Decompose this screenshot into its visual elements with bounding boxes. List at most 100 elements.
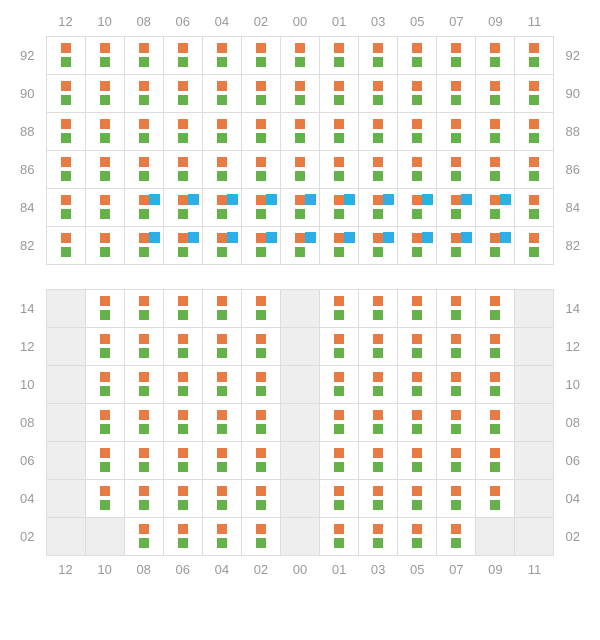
grid-cell[interactable] <box>125 113 164 151</box>
grid-cell[interactable] <box>515 151 554 189</box>
grid-cell[interactable] <box>398 366 437 404</box>
grid-cell[interactable] <box>86 366 125 404</box>
grid-cell[interactable] <box>437 227 476 265</box>
grid-cell[interactable] <box>476 328 515 366</box>
grid-cell[interactable] <box>164 518 203 556</box>
grid-cell[interactable] <box>125 75 164 113</box>
grid-cell[interactable] <box>359 290 398 328</box>
grid-cell[interactable] <box>437 404 476 442</box>
grid-cell[interactable] <box>164 113 203 151</box>
grid-cell[interactable] <box>242 75 281 113</box>
grid-cell[interactable] <box>281 113 320 151</box>
grid-cell[interactable] <box>164 227 203 265</box>
grid-cell[interactable] <box>437 518 476 556</box>
grid-cell[interactable] <box>281 37 320 75</box>
grid-cell[interactable] <box>359 75 398 113</box>
grid-cell[interactable] <box>203 227 242 265</box>
grid-cell[interactable] <box>515 113 554 151</box>
grid-cell[interactable] <box>242 290 281 328</box>
grid-cell[interactable] <box>125 151 164 189</box>
grid-cell[interactable] <box>125 366 164 404</box>
grid-cell[interactable] <box>320 366 359 404</box>
grid-cell[interactable] <box>203 75 242 113</box>
grid-cell[interactable] <box>515 37 554 75</box>
grid-cell[interactable] <box>476 37 515 75</box>
grid-cell[interactable] <box>437 37 476 75</box>
grid-cell[interactable] <box>203 518 242 556</box>
grid-cell[interactable] <box>398 151 437 189</box>
grid-cell[interactable] <box>476 151 515 189</box>
grid-cell[interactable] <box>359 328 398 366</box>
grid-cell[interactable] <box>203 290 242 328</box>
grid-cell[interactable] <box>164 37 203 75</box>
grid-cell[interactable] <box>320 151 359 189</box>
grid-cell[interactable] <box>86 113 125 151</box>
grid-cell[interactable] <box>47 113 86 151</box>
grid-cell[interactable] <box>437 113 476 151</box>
grid-cell[interactable] <box>281 227 320 265</box>
grid-cell[interactable] <box>203 328 242 366</box>
grid-cell[interactable] <box>320 75 359 113</box>
grid-cell[interactable] <box>164 151 203 189</box>
grid-cell[interactable] <box>398 404 437 442</box>
grid-cell[interactable] <box>242 189 281 227</box>
grid-cell[interactable] <box>398 480 437 518</box>
grid-cell[interactable] <box>242 113 281 151</box>
grid-cell[interactable] <box>281 189 320 227</box>
grid-cell[interactable] <box>398 113 437 151</box>
grid-cell[interactable] <box>242 366 281 404</box>
grid-cell[interactable] <box>242 328 281 366</box>
grid-cell[interactable] <box>203 37 242 75</box>
grid-cell[interactable] <box>437 366 476 404</box>
grid-cell[interactable] <box>203 113 242 151</box>
grid-cell[interactable] <box>164 189 203 227</box>
grid-cell[interactable] <box>86 37 125 75</box>
grid-cell[interactable] <box>437 75 476 113</box>
grid-cell[interactable] <box>476 75 515 113</box>
grid-cell[interactable] <box>203 366 242 404</box>
grid-cell[interactable] <box>437 442 476 480</box>
grid-cell[interactable] <box>437 151 476 189</box>
grid-cell[interactable] <box>398 37 437 75</box>
grid-cell[interactable] <box>47 37 86 75</box>
grid-cell[interactable] <box>203 404 242 442</box>
grid-cell[interactable] <box>359 366 398 404</box>
grid-cell[interactable] <box>242 480 281 518</box>
grid-cell[interactable] <box>398 75 437 113</box>
grid-cell[interactable] <box>476 366 515 404</box>
grid-cell[interactable] <box>476 227 515 265</box>
grid-cell[interactable] <box>86 75 125 113</box>
grid-cell[interactable] <box>398 227 437 265</box>
grid-cell[interactable] <box>359 37 398 75</box>
grid-cell[interactable] <box>86 290 125 328</box>
grid-cell[interactable] <box>476 113 515 151</box>
grid-cell[interactable] <box>125 290 164 328</box>
grid-cell[interactable] <box>242 518 281 556</box>
grid-cell[interactable] <box>47 227 86 265</box>
grid-cell[interactable] <box>242 151 281 189</box>
grid-cell[interactable] <box>242 442 281 480</box>
grid-cell[interactable] <box>476 442 515 480</box>
grid-cell[interactable] <box>125 404 164 442</box>
grid-cell[interactable] <box>476 189 515 227</box>
grid-cell[interactable] <box>359 227 398 265</box>
grid-cell[interactable] <box>476 404 515 442</box>
grid-cell[interactable] <box>320 328 359 366</box>
grid-cell[interactable] <box>437 480 476 518</box>
grid-cell[interactable] <box>125 442 164 480</box>
grid-cell[interactable] <box>86 404 125 442</box>
grid-cell[interactable] <box>359 151 398 189</box>
grid-cell[interactable] <box>320 37 359 75</box>
grid-cell[interactable] <box>242 227 281 265</box>
grid-cell[interactable] <box>359 518 398 556</box>
grid-cell[interactable] <box>86 328 125 366</box>
grid-cell[interactable] <box>203 442 242 480</box>
grid-cell[interactable] <box>515 227 554 265</box>
grid-cell[interactable] <box>164 328 203 366</box>
grid-cell[interactable] <box>359 480 398 518</box>
grid-cell[interactable] <box>164 480 203 518</box>
grid-cell[interactable] <box>320 227 359 265</box>
grid-cell[interactable] <box>242 404 281 442</box>
grid-cell[interactable] <box>398 518 437 556</box>
grid-cell[interactable] <box>47 151 86 189</box>
